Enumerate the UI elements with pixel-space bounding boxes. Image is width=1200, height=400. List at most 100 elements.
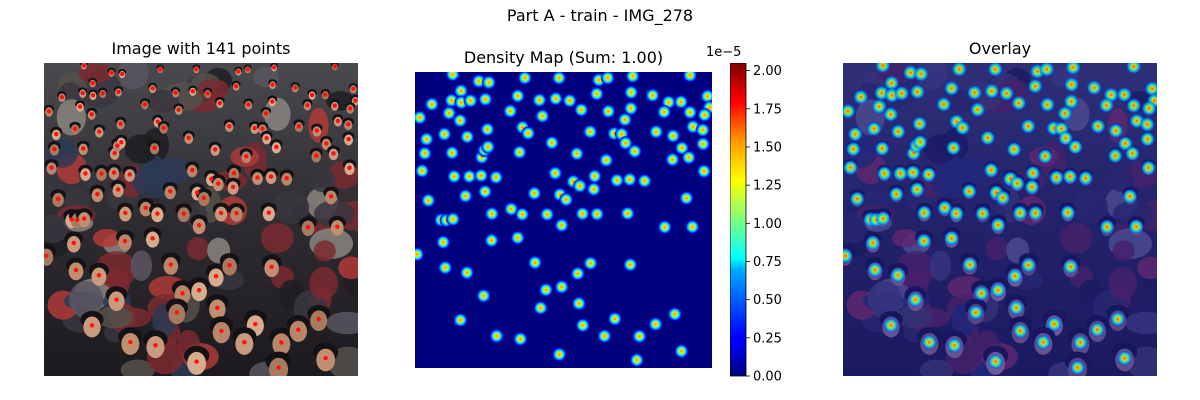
annotation-point <box>54 131 59 137</box>
overlay-blob <box>943 80 960 97</box>
annotation-point <box>99 171 104 176</box>
density-blob <box>510 88 526 104</box>
density-blob <box>414 163 430 179</box>
annotation-point <box>274 144 279 150</box>
overlay-blob <box>974 205 991 222</box>
density-blob <box>700 88 716 104</box>
annotation-point <box>152 145 157 151</box>
overlay-blob <box>1089 321 1106 338</box>
annotation-point <box>213 273 219 279</box>
overlay-blob <box>1128 218 1145 235</box>
annotation-point <box>246 102 251 107</box>
annotation-point <box>95 191 100 197</box>
annotation-point <box>305 224 311 230</box>
overlay-blob <box>1077 170 1094 187</box>
annotation-point <box>266 210 272 215</box>
density-blob <box>548 91 564 107</box>
density-blob <box>571 295 587 311</box>
density-blob <box>554 217 570 233</box>
annotation-point <box>71 240 77 246</box>
overlay-blob <box>1099 219 1116 236</box>
overlay-blob <box>1063 76 1080 93</box>
annotation-point <box>180 291 185 296</box>
overlay-blob <box>892 165 909 182</box>
density-blob <box>625 68 641 84</box>
annotation-point <box>118 121 123 126</box>
annotation-point <box>219 328 224 334</box>
annotation-point <box>77 104 83 109</box>
overlay-blob <box>882 106 899 123</box>
density-blob <box>445 211 461 227</box>
overlay-panel-title: Overlay <box>968 39 1032 58</box>
density-blob <box>573 102 589 118</box>
density-blob <box>435 234 451 250</box>
annotation-point <box>270 82 275 87</box>
overlay-blob <box>875 210 892 227</box>
colorbar-svg: 0.00 0.25 0.50 0.75 1.00 1.25 1.50 1.75 2.00 <box>729 62 782 385</box>
overlay-blob <box>842 159 859 176</box>
annotation-point <box>195 190 200 195</box>
annotation-point <box>173 90 178 95</box>
overlay-blob <box>1020 257 1037 274</box>
overlay-blob <box>1069 359 1086 376</box>
density-blob <box>444 145 460 161</box>
overlay-blob <box>1107 122 1124 139</box>
overlay-blob <box>1089 118 1106 135</box>
annotation-point <box>335 118 341 124</box>
annotation-point <box>142 102 147 107</box>
annotation-point <box>190 88 196 94</box>
colorbar-gradient <box>729 62 747 377</box>
overlay-blob <box>1006 141 1023 158</box>
overlay-blob <box>912 134 929 151</box>
density-blob <box>534 108 550 124</box>
crowd-image-panel <box>29 56 376 387</box>
annotation-point <box>89 112 94 117</box>
density-blob <box>682 67 698 83</box>
density-blob <box>648 124 664 140</box>
annotation-point <box>331 151 336 156</box>
overlay-blob <box>847 126 864 143</box>
annotation-point <box>309 92 315 98</box>
density-blob <box>412 110 428 126</box>
overlay-panel <box>828 56 1175 387</box>
density-blob <box>570 266 586 282</box>
overlay-blob <box>1009 175 1026 192</box>
annotation-point <box>194 67 199 72</box>
overlay-blob <box>1008 299 1025 316</box>
crowd-clothing <box>37 214 69 244</box>
overlay-image <box>828 56 1175 387</box>
crowd-clothing <box>309 169 336 193</box>
colorbar-tick-label: 1.75 <box>753 102 782 117</box>
density-blob <box>645 87 661 103</box>
density-map <box>409 66 718 368</box>
annotation-point <box>46 109 52 114</box>
overlay-blob <box>921 334 938 351</box>
annotation-point <box>253 321 258 327</box>
overlay-blob <box>1063 93 1080 110</box>
density-blob <box>598 152 614 168</box>
density-blob <box>695 122 711 138</box>
density-blob <box>623 100 639 116</box>
density-blob <box>657 219 673 235</box>
colorbar-tick-label: 0.00 <box>753 370 782 384</box>
overlay-blob <box>907 291 924 308</box>
annotation-point <box>194 359 199 364</box>
density-blob <box>446 168 462 184</box>
overlay-blob <box>840 103 857 120</box>
crowd-clothing <box>78 63 114 84</box>
annotation-point <box>255 175 260 180</box>
annotation-point <box>328 194 334 199</box>
overlay-blob <box>1121 188 1138 205</box>
annotation-point <box>263 111 269 116</box>
overlay-blob <box>973 285 990 302</box>
overlay-blob <box>905 164 922 181</box>
density-blob <box>627 143 643 159</box>
annotation-point <box>231 170 237 176</box>
annotation-point <box>353 98 358 103</box>
density-blob <box>489 328 505 344</box>
overlay-blob <box>1098 97 1115 114</box>
overlay-blob <box>1059 204 1076 221</box>
annotation-point <box>155 119 160 124</box>
density-blob <box>502 103 518 119</box>
overlay-blob <box>1039 96 1056 113</box>
